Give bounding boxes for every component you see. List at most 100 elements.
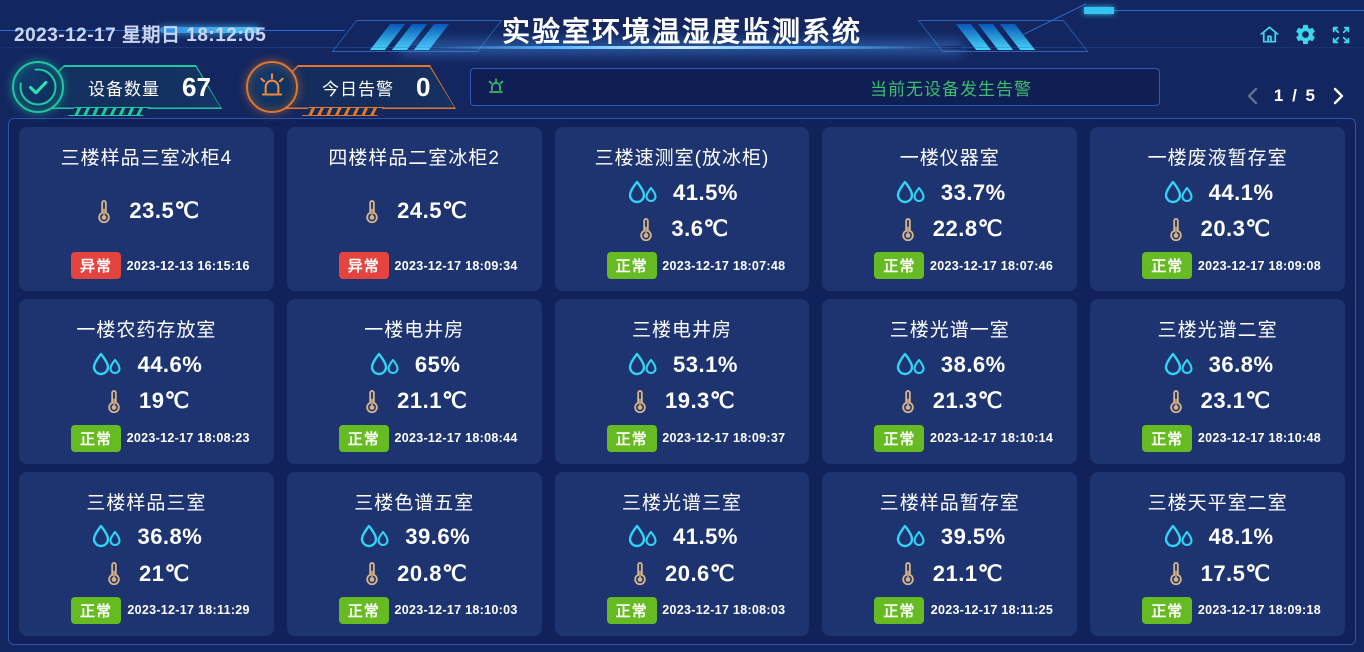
next-page-button[interactable]	[1330, 86, 1346, 106]
humidity-value: 38.6%	[940, 352, 1006, 378]
thermometer-icon	[1165, 560, 1187, 587]
room-card-8[interactable]: 三楼电井房 53.1% 1	[554, 299, 810, 464]
room-name: 一楼废液暂存室	[1147, 148, 1288, 169]
temperature-value: 17.5℃	[1200, 560, 1271, 586]
status-badge: 异常	[71, 252, 122, 280]
update-time: 2023-12-17 18:10:48	[1197, 431, 1321, 446]
status-badge: 正常	[874, 424, 925, 452]
temperature-row: 19℃	[103, 388, 190, 415]
humidity-value: 44.6%	[137, 352, 203, 378]
today-alarms-chip: 今日告警 0	[246, 61, 456, 113]
humidity-row: 44.1%	[1162, 180, 1274, 206]
water-drops-icon	[1162, 180, 1195, 206]
gear-icon[interactable]	[1294, 23, 1317, 46]
status-badge: 正常	[338, 596, 389, 624]
update-time: 2023-12-13 16:15:16	[126, 258, 250, 273]
room-card-5[interactable]: 一楼废液暂存室 44.1%	[1090, 127, 1345, 292]
thermometer-icon	[1165, 216, 1187, 243]
temperature-value: 21.3℃	[932, 388, 1003, 414]
status-badge: 异常	[338, 252, 389, 280]
header-decor-segment-right	[1084, 7, 1114, 14]
temperature-row: 17.5℃	[1165, 560, 1271, 587]
room-card-2[interactable]: 四楼样品二室冰柜2 24.5℃ 异常 2023-12-17 18:09:34	[286, 127, 542, 292]
room-card-10[interactable]: 三楼光谱二室 36.8%	[1090, 299, 1345, 464]
fullscreen-icon[interactable]	[1330, 24, 1352, 46]
header-decor-segment-left	[160, 27, 260, 33]
room-card-4[interactable]: 一楼仪器室 33.7% 2	[822, 127, 1078, 292]
room-card-6[interactable]: 一楼农药存放室 44.6%	[19, 299, 274, 464]
water-drops-icon	[626, 352, 659, 378]
device-count-label: 设备数量	[88, 79, 160, 99]
humidity-row: 38.6%	[894, 352, 1006, 378]
humidity-value: 36.8%	[137, 524, 203, 550]
device-count-value: 67	[182, 71, 211, 102]
water-drops-icon	[626, 180, 659, 206]
room-card-7[interactable]: 一楼电井房 65% 21.	[286, 299, 542, 464]
thermometer-icon	[897, 216, 919, 243]
room-name: 一楼仪器室	[899, 148, 1000, 169]
title-glow-line	[402, 46, 962, 49]
temperature-value: 24.5℃	[397, 198, 468, 224]
cards-grid: 三楼样品三室冰柜4 23.5℃ 异常 2023-12-13 16:15:16 四…	[19, 127, 1345, 636]
page-title: 实验室环境温湿度监测系统	[501, 16, 862, 47]
room-name: 三楼光谱三室	[621, 492, 742, 514]
room-card-3[interactable]: 三楼速测室(放冰柜) 41.5%	[554, 127, 810, 292]
room-card-9[interactable]: 三楼光谱一室 38.6%	[822, 299, 1078, 464]
water-drops-icon	[368, 352, 401, 378]
humidity-value: 39.6%	[405, 524, 471, 550]
temperature-row: 3.6℃	[635, 216, 728, 243]
status-badge: 正常	[1142, 424, 1193, 452]
siren-icon	[485, 76, 507, 98]
thermometer-icon	[361, 560, 383, 587]
header: 2023-12-17 星期日 18:12:05 实验室环境温湿度监测系统	[0, 0, 1364, 56]
status-badge: 正常	[606, 424, 657, 452]
header-decor-line-right	[1112, 10, 1364, 11]
temperature-value: 19.3℃	[664, 388, 735, 414]
temperature-value: 20.6℃	[664, 560, 735, 586]
thermometer-icon	[897, 560, 919, 587]
room-name: 三楼样品三室冰柜4	[60, 148, 233, 169]
temperature-value: 23.5℃	[129, 198, 200, 224]
temperature-value: 23.1℃	[1200, 388, 1271, 414]
room-card-14[interactable]: 三楼样品暂存室 39.5%	[822, 471, 1078, 636]
water-drops-icon	[894, 352, 927, 378]
update-time: 2023-12-17 18:11:29	[127, 603, 250, 618]
cards-panel: 三楼样品三室冰柜4 23.5℃ 异常 2023-12-13 16:15:16 四…	[8, 118, 1356, 645]
room-card-15[interactable]: 三楼天平室二室 48.1%	[1090, 471, 1345, 636]
thermometer-icon	[629, 388, 651, 415]
room-name: 四楼样品二室冰柜2	[328, 148, 500, 169]
humidity-row: 41.5%	[626, 524, 738, 550]
humidity-value: 36.8%	[1208, 352, 1274, 378]
temperature-value: 21.1℃	[397, 388, 468, 414]
thermometer-icon	[361, 198, 383, 225]
room-card-11[interactable]: 三楼样品三室 36.8%	[19, 471, 274, 636]
thermometer-icon	[103, 388, 125, 415]
temperature-row: 21.1℃	[897, 560, 1003, 587]
temperature-row: 21.3℃	[897, 388, 1003, 415]
room-card-1[interactable]: 三楼样品三室冰柜4 23.5℃ 异常 2023-12-13 16:15:16	[19, 127, 274, 292]
room-card-12[interactable]: 三楼色谱五室 39.6%	[286, 471, 542, 636]
status-badge: 正常	[874, 596, 925, 624]
temperature-row: 23.5℃	[93, 198, 199, 225]
temperature-row: 20.3℃	[1165, 216, 1271, 243]
room-name: 三楼天平室二室	[1147, 492, 1288, 514]
room-name: 三楼速测室(放冰柜)	[594, 148, 770, 169]
status-badge: 正常	[1142, 252, 1193, 280]
humidity-value: 39.5%	[940, 524, 1006, 550]
humidity-row: 36.8%	[90, 524, 202, 550]
room-card-13[interactable]: 三楼光谱三室 41.5%	[554, 471, 810, 636]
update-time: 2023-12-17 18:11:25	[930, 603, 1054, 618]
check-circle-icon	[12, 61, 64, 113]
humidity-value: 41.5%	[673, 179, 738, 205]
prev-page-button[interactable]	[1245, 86, 1261, 106]
update-time: 2023-12-17 18:09:37	[662, 431, 786, 446]
temperature-value: 21℃	[139, 560, 190, 586]
humidity-row: 39.5%	[894, 524, 1006, 550]
humidity-value: 44.1%	[1208, 179, 1274, 205]
humidity-value: 48.1%	[1208, 524, 1274, 550]
page-indicator: 1 / 5	[1273, 86, 1317, 105]
humidity-row: 48.1%	[1162, 524, 1274, 550]
water-drops-icon	[90, 352, 123, 378]
home-icon[interactable]	[1258, 23, 1281, 46]
header-icons	[1258, 23, 1352, 46]
